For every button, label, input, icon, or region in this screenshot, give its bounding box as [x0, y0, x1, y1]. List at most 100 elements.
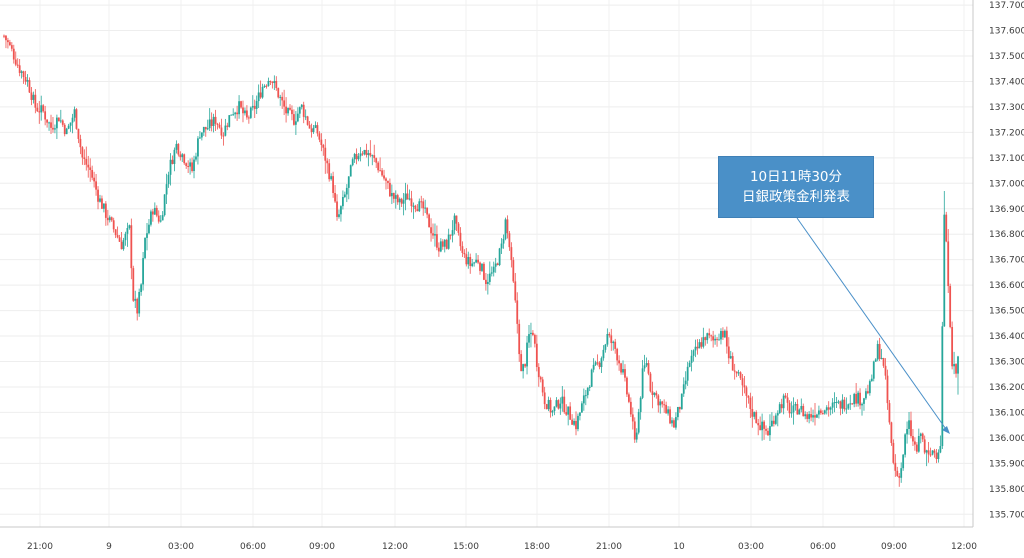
- candle: [494, 257, 497, 273]
- candle: [383, 169, 385, 181]
- y-tick-label: 136.700: [989, 256, 1024, 266]
- candle: [330, 173, 333, 181]
- candle: [933, 448, 936, 458]
- candle-body: [729, 356, 732, 359]
- candle: [512, 257, 515, 283]
- candle-body: [800, 406, 803, 410]
- candle-body: [522, 364, 525, 372]
- candle: [530, 322, 532, 348]
- candle: [563, 389, 566, 414]
- candle: [294, 111, 297, 135]
- candle-body: [833, 402, 836, 404]
- candle: [312, 125, 315, 134]
- candle: [614, 338, 617, 354]
- candle-body: [451, 230, 454, 236]
- candle-body: [700, 342, 703, 347]
- candle-body: [792, 405, 795, 413]
- candle: [894, 454, 897, 477]
- candle: [81, 146, 84, 165]
- candle-body: [675, 417, 677, 428]
- candle-body: [627, 394, 630, 402]
- candle: [651, 381, 654, 409]
- candle-body: [55, 117, 58, 129]
- candle-body: [688, 362, 691, 367]
- y-tick-label: 136.100: [989, 408, 1024, 418]
- candle: [584, 389, 587, 406]
- candle-body: [291, 109, 293, 115]
- candle-body: [671, 420, 673, 424]
- candle-body: [845, 408, 848, 410]
- candle-body: [432, 233, 434, 236]
- candle: [220, 118, 223, 140]
- candle-body: [212, 116, 215, 127]
- candle: [483, 262, 485, 281]
- candle: [30, 86, 33, 106]
- candle: [688, 360, 691, 368]
- candle: [802, 403, 805, 417]
- candle: [816, 413, 818, 418]
- candle-body: [32, 94, 35, 100]
- candle-body: [592, 364, 595, 370]
- candle: [912, 428, 914, 447]
- candle-body: [774, 415, 777, 424]
- candle: [426, 207, 429, 219]
- candle: [85, 146, 88, 171]
- candle: [665, 401, 668, 414]
- candle: [827, 401, 830, 417]
- candle-body: [191, 162, 193, 172]
- candle-body: [853, 393, 856, 405]
- candle: [44, 105, 47, 126]
- candle: [596, 354, 599, 366]
- candle: [408, 189, 411, 201]
- candle: [690, 349, 693, 372]
- candle: [455, 215, 458, 232]
- candle: [571, 414, 573, 425]
- candle-body: [349, 165, 352, 177]
- candle: [471, 258, 474, 268]
- candle: [300, 104, 303, 110]
- candle-body: [692, 350, 695, 356]
- candle-body: [283, 100, 286, 107]
- candle: [238, 95, 240, 119]
- candle-body: [140, 284, 143, 292]
- candle: [224, 118, 227, 137]
- candle: [99, 194, 101, 203]
- candle-body: [569, 406, 572, 420]
- candle-body: [457, 223, 460, 233]
- candle-body: [737, 372, 740, 374]
- candle-body: [755, 412, 758, 424]
- candle-body: [50, 122, 52, 128]
- candle-body: [896, 470, 899, 476]
- candle: [872, 360, 875, 382]
- candle: [148, 218, 150, 235]
- candle: [819, 408, 822, 415]
- candle: [637, 408, 640, 435]
- candle-body: [153, 207, 156, 215]
- candle-body: [371, 155, 374, 157]
- candle-body: [555, 400, 558, 407]
- candle: [279, 94, 282, 106]
- candle-body: [588, 386, 591, 388]
- candle-body: [52, 127, 54, 130]
- candle: [708, 328, 711, 339]
- candle-body: [320, 139, 323, 145]
- candle-body: [498, 248, 501, 266]
- candle: [845, 397, 848, 414]
- candle-body: [816, 414, 818, 418]
- y-tick-label: 136.400: [989, 332, 1024, 342]
- candle-body: [473, 262, 476, 264]
- candle-body: [44, 111, 47, 120]
- candle: [28, 77, 31, 94]
- candle-body: [657, 395, 660, 406]
- candle-body: [336, 201, 338, 217]
- candle: [324, 139, 327, 174]
- candle: [790, 401, 793, 418]
- candle-body: [271, 81, 274, 84]
- candle-body: [269, 80, 272, 82]
- candle-body: [244, 110, 246, 114]
- candle-body: [673, 420, 675, 428]
- candle: [424, 199, 427, 214]
- candle: [281, 92, 284, 109]
- candle: [459, 227, 462, 251]
